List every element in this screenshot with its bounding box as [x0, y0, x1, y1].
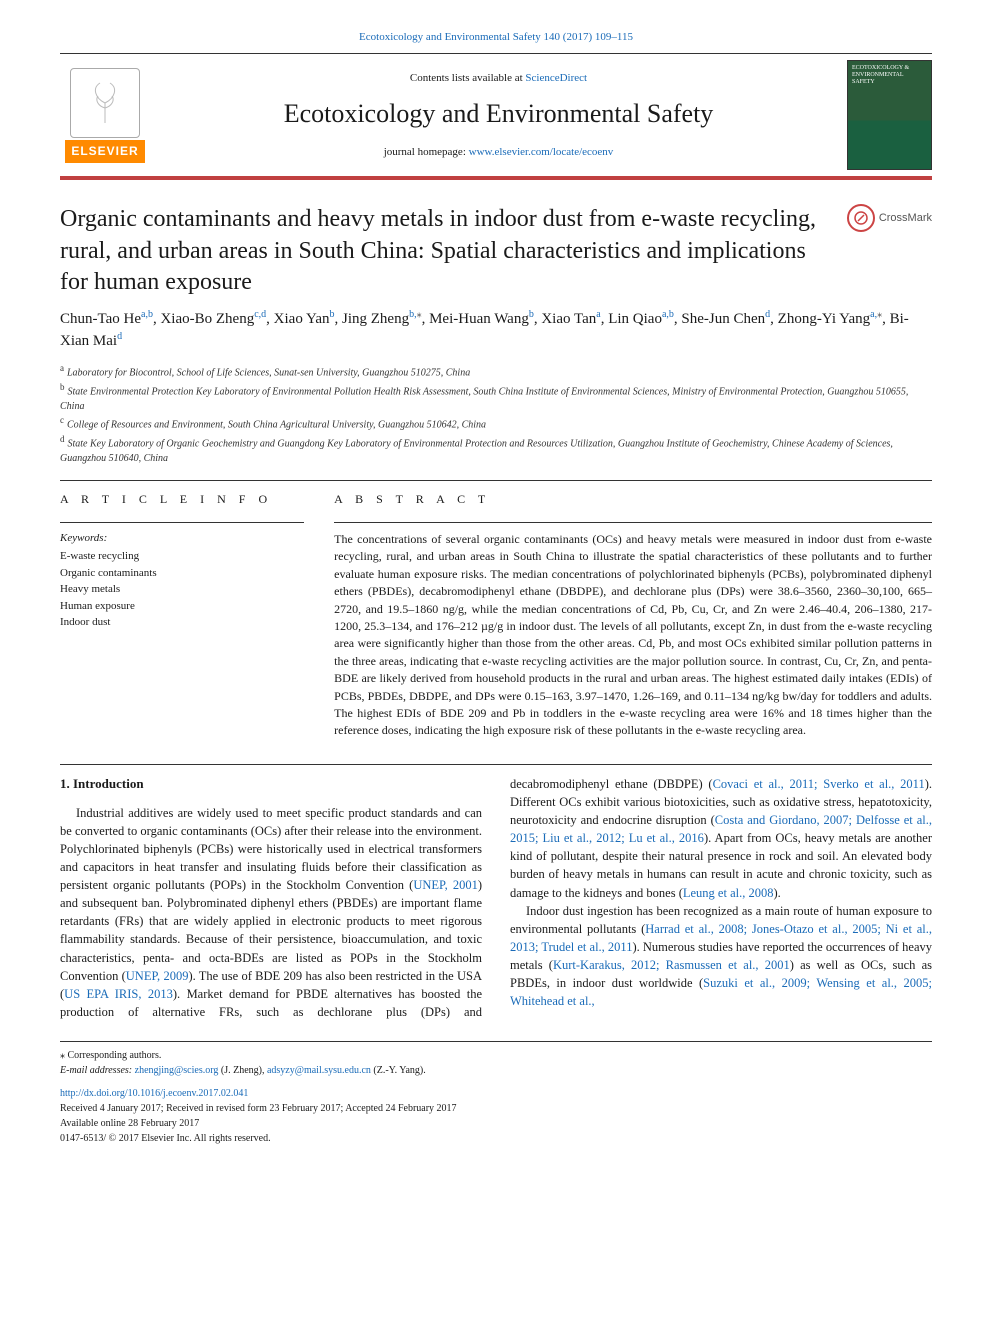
intro-para-2: Indoor dust ingestion has been recognize…	[510, 902, 932, 1011]
affiliation-c: cCollege of Resources and Environment, S…	[60, 414, 932, 433]
citation-link[interactable]: US EPA IRIS, 2013	[64, 987, 173, 1001]
journal-cover-thumb: ECOTOXICOLOGY & ENVIRONMENTAL SAFETY	[847, 60, 932, 170]
keywords-heading: Keywords:	[60, 531, 304, 546]
author-affil-sup[interactable]: b,	[409, 309, 417, 320]
article-info-col: A R T I C L E I N F O Keywords: E-waste …	[60, 491, 304, 739]
author: Jing Zheng	[342, 311, 409, 327]
author-affil-sup[interactable]: a,b	[141, 309, 153, 320]
running-head: Ecotoxicology and Environmental Safety 1…	[60, 30, 932, 45]
citation-link[interactable]: Ecotoxicology and Environmental Safety 1…	[359, 31, 633, 43]
author: She-Jun Chen	[681, 311, 765, 327]
abstract-text: The concentrations of several organic co…	[334, 531, 932, 740]
author: Xiao-Bo Zheng	[160, 311, 254, 327]
keywords-list: E-waste recycling Organic contaminants H…	[60, 548, 304, 631]
corresponding-star-icon[interactable]: ⁎	[417, 309, 422, 320]
issn-copyright: 0147-6513/ © 2017 Elsevier Inc. All righ…	[60, 1131, 932, 1146]
email-link[interactable]: zhengjing@scies.org	[135, 1065, 219, 1076]
masthead: ELSEVIER Contents lists available at Sci…	[60, 53, 932, 180]
citation-link[interactable]: UNEP, 2009	[126, 969, 189, 983]
article-info-label: A R T I C L E I N F O	[60, 491, 304, 508]
author-affil-sup[interactable]: a	[596, 309, 600, 320]
journal-name: Ecotoxicology and Environmental Safety	[150, 96, 847, 132]
affiliation-text: State Key Laboratory of Organic Geochemi…	[60, 438, 893, 464]
doi-link[interactable]: http://dx.doi.org/10.1016/j.ecoenv.2017.…	[60, 1086, 932, 1101]
elsevier-logo: ELSEVIER	[60, 68, 150, 163]
keyword: Human exposure	[60, 598, 304, 615]
intro-heading: 1. Introduction	[60, 775, 482, 794]
body-span: ).	[773, 886, 780, 900]
divider	[60, 764, 932, 765]
author-affil-sup[interactable]: a,b	[662, 309, 674, 320]
article-title: Organic contaminants and heavy metals in…	[60, 204, 827, 298]
affiliation-a: aLaboratory for Biocontrol, School of Li…	[60, 362, 932, 381]
author-affil-sup[interactable]: d	[117, 331, 122, 342]
author: Xiao Tan	[541, 311, 596, 327]
email-attrib: (Z.-Y. Yang).	[371, 1065, 426, 1076]
keyword: Organic contaminants	[60, 565, 304, 582]
author: Chun-Tao He	[60, 311, 141, 327]
abstract-label: A B S T R A C T	[334, 491, 932, 508]
author: Lin Qiao	[608, 311, 662, 327]
elsevier-wordmark: ELSEVIER	[65, 140, 144, 163]
divider	[334, 522, 932, 523]
email-line: E-mail addresses: zhengjing@scies.org (J…	[60, 1063, 932, 1078]
corresponding-note: ⁎ Corresponding authors.	[60, 1048, 932, 1063]
author-list: Chun-Tao Hea,b, Xiao-Bo Zhengc,d, Xiao Y…	[60, 308, 932, 352]
homepage-line: journal homepage: www.elsevier.com/locat…	[150, 145, 847, 160]
affiliation-text: Laboratory for Biocontrol, School of Lif…	[67, 367, 470, 378]
received-line: Received 4 January 2017; Received in rev…	[60, 1101, 932, 1116]
elsevier-tree-icon	[70, 68, 140, 138]
affiliation-text: College of Resources and Environment, So…	[67, 419, 486, 430]
divider	[60, 480, 932, 481]
affiliation-text: State Environmental Protection Key Labor…	[60, 386, 908, 412]
crossmark-icon	[847, 204, 875, 232]
keyword: Indoor dust	[60, 614, 304, 631]
citation-link[interactable]: Leung et al., 2008	[683, 886, 774, 900]
contents-prefix: Contents lists available at	[410, 72, 525, 84]
citation-link[interactable]: Covaci et al., 2011; Sverko et al., 2011	[713, 777, 925, 791]
affiliations: aLaboratory for Biocontrol, School of Li…	[60, 362, 932, 466]
body-span: ) and subsequent ban. Polybrominated dip…	[60, 878, 482, 983]
contents-line: Contents lists available at ScienceDirec…	[150, 71, 847, 86]
citation-link[interactable]: Kurt-Karakus, 2012; Rasmussen et al., 20…	[553, 958, 790, 972]
info-abstract-row: A R T I C L E I N F O Keywords: E-waste …	[60, 491, 932, 739]
email-link[interactable]: adsyzy@mail.sysu.edu.cn	[267, 1065, 371, 1076]
divider	[60, 522, 304, 523]
abstract-col: A B S T R A C T The concentrations of se…	[334, 491, 932, 739]
sciencedirect-link[interactable]: ScienceDirect	[525, 72, 587, 84]
email-label: E-mail addresses:	[60, 1065, 135, 1076]
body-span: ). Market demand for PBDE alternatives h…	[173, 987, 482, 1001]
homepage-link[interactable]: www.elsevier.com/locate/ecoenv	[469, 146, 614, 158]
affiliation-b: bState Environmental Protection Key Labo…	[60, 381, 932, 414]
author-affil-sup[interactable]: b	[529, 309, 534, 320]
homepage-prefix: journal homepage:	[384, 146, 469, 158]
crossmark-label: CrossMark	[879, 211, 932, 226]
body-text: 1. Introduction Industrial additives are…	[60, 775, 932, 1021]
keyword: Heavy metals	[60, 581, 304, 598]
crossmark-badge[interactable]: CrossMark	[847, 204, 932, 232]
author: Xiao Yan	[274, 311, 330, 327]
author: Mei-Huan Wang	[429, 311, 529, 327]
masthead-center: Contents lists available at ScienceDirec…	[150, 71, 847, 160]
available-line: Available online 28 February 2017	[60, 1116, 932, 1131]
email-attrib: (J. Zheng),	[218, 1065, 267, 1076]
author: Zhong-Yi Yang	[778, 311, 871, 327]
citation-link[interactable]: UNEP, 2001	[413, 878, 478, 892]
footer: ⁎ Corresponding authors. E-mail addresse…	[60, 1041, 932, 1146]
affiliation-d: dState Key Laboratory of Organic Geochem…	[60, 433, 932, 466]
author-affil-sup[interactable]: b	[330, 309, 335, 320]
corresponding-star-icon[interactable]: ⁎	[877, 309, 882, 320]
cover-thumb-title: ECOTOXICOLOGY & ENVIRONMENTAL SAFETY	[852, 65, 927, 85]
author-affil-sup[interactable]: d	[765, 309, 770, 320]
author-affil-sup[interactable]: c,d	[254, 309, 266, 320]
keyword: E-waste recycling	[60, 548, 304, 565]
